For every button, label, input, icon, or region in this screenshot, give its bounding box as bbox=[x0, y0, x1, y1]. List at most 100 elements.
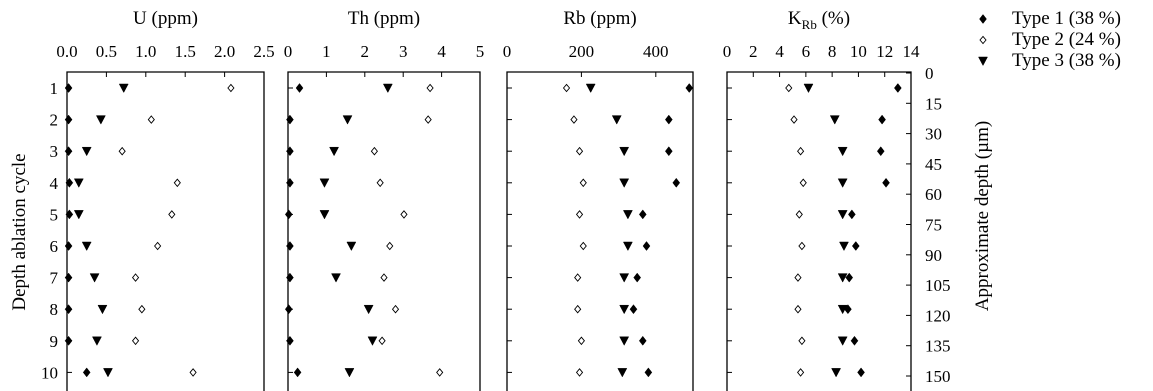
data-point-t3 bbox=[619, 146, 630, 157]
data-point-t1 bbox=[284, 304, 293, 315]
legend-item-t3: Type 3 (38 %) bbox=[978, 50, 1121, 71]
data-point-t3 bbox=[611, 115, 622, 125]
x-tick-label: 6 bbox=[802, 42, 811, 61]
data-point-t3 bbox=[837, 178, 848, 188]
legend-label: Type 2 (24 %) bbox=[1012, 29, 1121, 50]
legend-item-t1: Type 1 (38 %) bbox=[979, 8, 1121, 29]
x-tick-label: 12 bbox=[876, 42, 893, 61]
data-point-t1 bbox=[286, 146, 294, 157]
y-tick-label: 4 bbox=[50, 174, 59, 193]
legend-marker-t2 bbox=[979, 35, 987, 45]
data-point-t1 bbox=[64, 114, 73, 125]
y-tick-label: 5 bbox=[50, 205, 59, 224]
data-point-t3 bbox=[95, 115, 106, 125]
data-point-t2 bbox=[790, 115, 798, 124]
data-point-t1 bbox=[685, 83, 694, 93]
data-point-t2 bbox=[797, 146, 805, 156]
data-point-t1 bbox=[857, 367, 865, 378]
x-tick-label: 1.0 bbox=[135, 42, 156, 61]
data-point-t2 bbox=[794, 273, 802, 282]
panel-3: Rb (ppm) 0 200 400 bbox=[503, 8, 694, 391]
data-point-t1 bbox=[665, 146, 673, 157]
data-point-t2 bbox=[386, 241, 394, 251]
data-point-t1 bbox=[65, 177, 74, 188]
data-point-t3 bbox=[363, 304, 374, 315]
y-axis-label-right: Approximate depth (µm) bbox=[972, 121, 993, 311]
data-point-t1 bbox=[293, 367, 302, 378]
legend: Type 1 (38 %)Type 2 (24 %)Type 3 (38 %) bbox=[978, 8, 1121, 71]
data-point-t1 bbox=[629, 304, 638, 315]
data-point-t1 bbox=[844, 304, 852, 315]
data-point-t2 bbox=[173, 178, 181, 188]
data-point-t2 bbox=[400, 210, 408, 219]
data-point-t3 bbox=[829, 115, 840, 125]
data-point-t3 bbox=[342, 115, 353, 125]
data-point-t2 bbox=[574, 304, 582, 314]
data-point-t1 bbox=[638, 335, 647, 346]
depth-tick-label: 15 bbox=[925, 94, 942, 113]
data-point-t2 bbox=[391, 304, 400, 314]
y-tick-label: 10 bbox=[41, 363, 58, 382]
data-point-t2 bbox=[138, 304, 146, 314]
data-point-t1 bbox=[82, 367, 91, 378]
x-tick-label: 5 bbox=[476, 42, 485, 61]
x-tick-label: 200 bbox=[569, 42, 595, 61]
x-tick-label: 0.0 bbox=[56, 42, 77, 61]
x-tick-label: 3 bbox=[399, 42, 408, 61]
data-point-t2 bbox=[131, 336, 140, 346]
panel-title: KRb (%) bbox=[788, 8, 850, 32]
data-point-t2 bbox=[378, 336, 386, 346]
data-point-t3 bbox=[837, 336, 848, 346]
data-point-t1 bbox=[882, 177, 890, 188]
data-point-t2 bbox=[797, 368, 805, 377]
depth-tick-label: 0 bbox=[925, 64, 934, 83]
data-point-t1 bbox=[644, 367, 653, 378]
data-point-t1 bbox=[64, 146, 73, 157]
data-point-t2 bbox=[579, 178, 587, 188]
legend-label: Type 3 (38 %) bbox=[1012, 50, 1121, 71]
data-point-t1 bbox=[64, 83, 73, 93]
data-point-t3 bbox=[619, 336, 630, 346]
panel-frame bbox=[287, 71, 481, 391]
data-point-t3 bbox=[837, 146, 848, 157]
data-point-t1 bbox=[64, 304, 73, 315]
data-point-t2 bbox=[575, 210, 584, 219]
x-tick-label: 2 bbox=[361, 42, 370, 61]
data-point-t1 bbox=[878, 114, 886, 125]
data-point-t2 bbox=[426, 83, 434, 93]
depth-tick-label: 120 bbox=[925, 306, 951, 325]
data-point-t3 bbox=[103, 368, 113, 378]
data-point-t2 bbox=[794, 304, 802, 314]
data-point-t1 bbox=[850, 335, 859, 346]
data-point-t3 bbox=[367, 336, 378, 346]
legend-label: Type 1 (38 %) bbox=[1012, 8, 1121, 29]
x-tick-label: 8 bbox=[828, 42, 837, 61]
data-point-t3 bbox=[622, 210, 633, 220]
data-point-t2 bbox=[577, 336, 585, 346]
x-tick-label: 1 bbox=[322, 42, 331, 61]
data-point-t3 bbox=[73, 210, 84, 220]
data-point-t2 bbox=[154, 241, 162, 251]
data-point-t3 bbox=[346, 241, 357, 252]
data-point-t2 bbox=[579, 241, 587, 251]
x-tick-label: 10 bbox=[850, 42, 867, 61]
data-point-t2 bbox=[147, 115, 155, 124]
data-point-t1 bbox=[286, 114, 294, 125]
legend-marker-t1 bbox=[979, 14, 987, 24]
legend-marker-t3 bbox=[978, 56, 988, 67]
data-point-t2 bbox=[562, 83, 571, 93]
x-tick-label: 2 bbox=[749, 42, 758, 61]
data-point-t1 bbox=[64, 335, 73, 346]
data-point-t1 bbox=[665, 114, 673, 125]
panel-frame bbox=[506, 71, 694, 391]
y-tick-label: 1 bbox=[50, 79, 59, 98]
panel-frame bbox=[726, 71, 912, 391]
y-tick-label: 6 bbox=[50, 237, 59, 256]
depth-tick-label: 90 bbox=[925, 246, 942, 265]
legend-item-t2: Type 2 (24 %) bbox=[979, 29, 1121, 50]
data-point-t3 bbox=[73, 178, 84, 188]
depth-tick-label: 135 bbox=[925, 337, 951, 356]
data-point-t3 bbox=[118, 83, 129, 94]
data-point-t1 bbox=[64, 272, 73, 283]
